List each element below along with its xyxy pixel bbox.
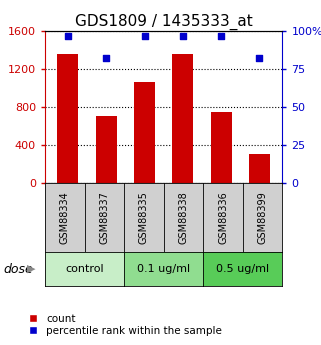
Text: control: control [65,264,104,274]
Text: 0.1 ug/ml: 0.1 ug/ml [137,264,190,274]
Title: GDS1809 / 1435333_at: GDS1809 / 1435333_at [75,13,253,30]
Bar [57,54,78,183]
Bar [249,155,270,183]
Point [257,56,262,61]
Text: GSM88336: GSM88336 [218,191,228,244]
Text: ▶: ▶ [27,264,36,274]
Bar [134,82,155,183]
Point [104,56,109,61]
Bar [172,54,194,183]
Text: GSM88334: GSM88334 [60,191,70,244]
Bar [96,117,117,183]
Legend: count, percentile rank within the sample: count, percentile rank within the sample [18,310,226,340]
Text: GSM88337: GSM88337 [99,191,109,244]
Text: GSM88399: GSM88399 [258,191,268,244]
Text: GSM88335: GSM88335 [139,191,149,244]
Text: GSM88338: GSM88338 [178,191,188,244]
Text: dose: dose [3,263,33,276]
Text: 0.5 ug/ml: 0.5 ug/ml [216,264,269,274]
Point [180,33,186,38]
Bar [211,112,232,183]
Point [65,33,71,38]
Point [142,33,147,38]
Point [219,33,224,38]
